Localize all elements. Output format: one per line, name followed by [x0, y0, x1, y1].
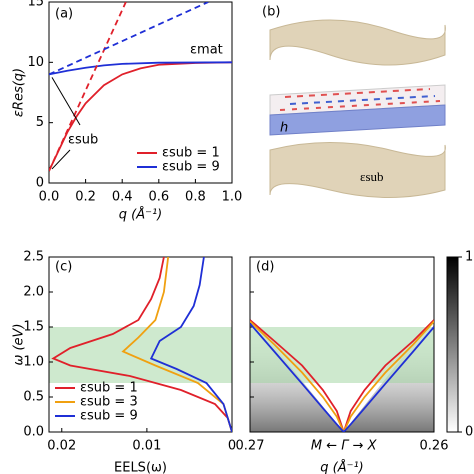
- x-tick-label: 0.4: [112, 190, 133, 205]
- y-tick-label: 10: [27, 55, 44, 70]
- series-line: [250, 322, 434, 432]
- colorbar-tick-label: 1: [465, 250, 473, 265]
- y-tick-label: 1.0: [23, 355, 44, 370]
- panel-label: (c): [55, 260, 72, 275]
- thickness-label: h: [280, 121, 288, 136]
- series-line: [250, 320, 434, 432]
- x-tick-label: 0.8: [185, 190, 206, 205]
- y-tick-label: 1.5: [23, 320, 44, 335]
- y-tick-label: 0.5: [23, 390, 44, 405]
- legend-label: εsub = 9: [80, 409, 138, 424]
- colorbar: [446, 256, 459, 433]
- y-tick-label: 2.0: [23, 285, 44, 300]
- annotation: εsub: [68, 133, 98, 148]
- x-tick-label: 0.02: [47, 439, 76, 454]
- x-tick-label: 0: [228, 439, 236, 454]
- x-center-label: M ← Γ → X: [311, 439, 378, 454]
- colorbar-tick-label: 0: [465, 425, 473, 440]
- arrow: [51, 149, 71, 170]
- y-tick-label: 0: [36, 176, 44, 191]
- series-line: [51, 257, 232, 432]
- y-tick-label: 2.5: [23, 250, 44, 265]
- series-line: [250, 319, 434, 432]
- axes-frame: [48, 1, 233, 184]
- series-line: [121, 257, 232, 432]
- x-axis-label: q (Å⁻¹): [119, 207, 163, 223]
- x-tick-label: 0.2: [75, 190, 96, 205]
- y-tick-label: 0.0: [23, 425, 44, 440]
- y-tick-label: 5: [36, 115, 44, 130]
- legend-label: εsub = 1: [162, 146, 220, 161]
- x-tick-label: 0.26: [420, 439, 449, 454]
- axes-frame: [48, 256, 233, 433]
- y-tick-label: 15: [27, 0, 44, 10]
- annotation: εmat: [190, 43, 223, 58]
- x-tick-label: 0.27: [236, 439, 265, 454]
- x-axis-label: EELS(ω): [114, 461, 167, 474]
- x-tick-label: 0.0: [39, 190, 60, 205]
- arrow: [51, 77, 81, 126]
- x-axis-label: q (Å⁻¹): [320, 460, 364, 474]
- panel-label: (d): [256, 260, 274, 275]
- y-axis-label: εRes(q): [12, 68, 27, 117]
- panel-label: (b): [262, 5, 280, 20]
- legend-label: εsub = 1: [80, 381, 138, 396]
- series-line: [49, 2, 209, 76]
- panel-label: (a): [55, 7, 73, 22]
- series-line: [49, 61, 232, 76]
- legend-label: εsub = 3: [80, 395, 138, 410]
- legend-label: εsub = 9: [162, 160, 220, 175]
- x-tick-label: 0.6: [148, 190, 169, 205]
- series-line: [49, 2, 127, 172]
- spectral-background: [250, 317, 434, 432]
- y-axis-label: ω (eV): [12, 323, 27, 365]
- axes-frame: [249, 256, 435, 433]
- substrate-label: εsub: [360, 169, 384, 184]
- layer-diagram: [269, 19, 446, 198]
- series-line: [149, 257, 232, 432]
- x-tick-label: 0.01: [132, 439, 161, 454]
- x-tick-label: 1.0: [222, 190, 243, 205]
